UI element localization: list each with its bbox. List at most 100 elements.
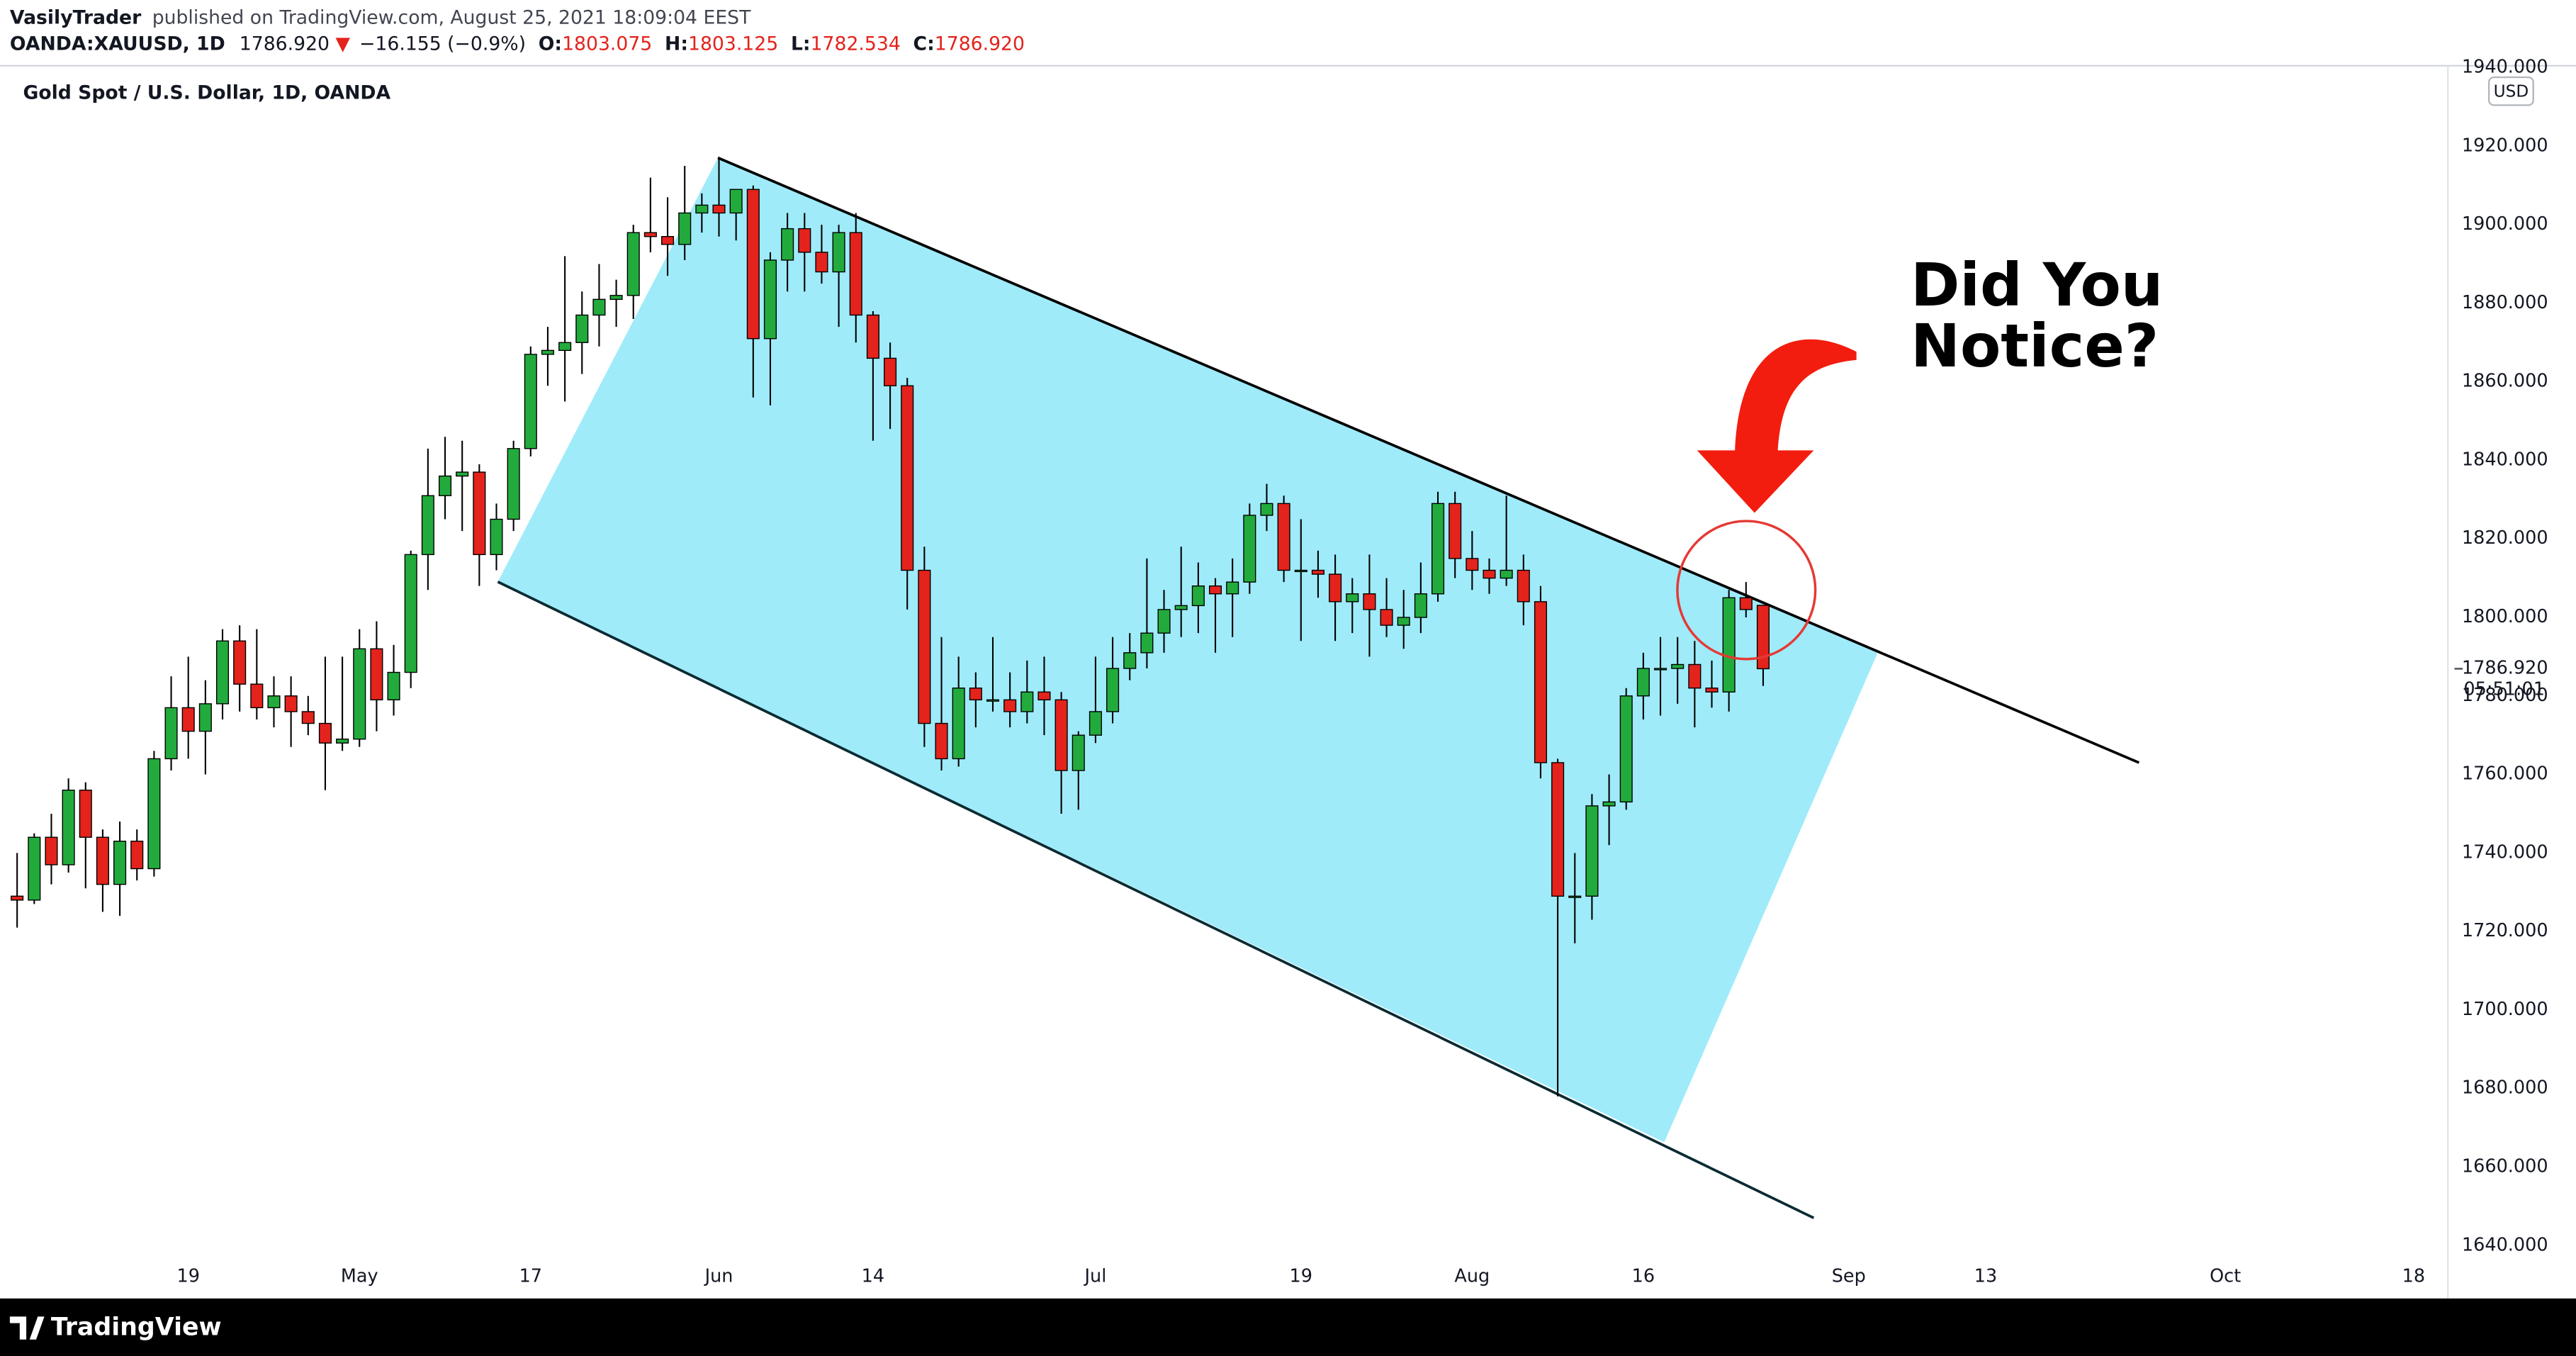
candle-body: [1191, 585, 1205, 607]
candle-body: [456, 471, 469, 477]
candle-body: [661, 236, 675, 245]
candle-body: [524, 354, 537, 449]
candle-body: [404, 554, 417, 673]
candle-body: [45, 836, 58, 865]
y-tick-label: 1640.000: [2462, 1234, 2548, 1255]
x-tick-label: 17: [519, 1266, 542, 1287]
candle-body: [1106, 668, 1120, 712]
footer-bar: [0, 1298, 2576, 1356]
candle-body: [233, 640, 247, 685]
x-tick-label: 14: [862, 1266, 884, 1287]
candle-body: [1208, 585, 1222, 595]
candle-body: [387, 671, 400, 701]
ohlc-label: O:: [539, 33, 562, 55]
candle-body: [1243, 515, 1256, 583]
channel-lower: [497, 581, 1815, 1219]
y-tick-label: 1820.000: [2462, 527, 2548, 549]
candle-body: [1568, 895, 1582, 898]
x-tick-label: 16: [1632, 1266, 1655, 1287]
candle-body: [421, 495, 434, 556]
candle-body: [1500, 569, 1513, 579]
x-tick-label: Sep: [1832, 1266, 1866, 1287]
candle-body: [1346, 593, 1359, 603]
x-tick-label: Oct: [2210, 1266, 2241, 1287]
currency: USD: [2494, 82, 2529, 101]
arrow-head: [1697, 450, 1814, 513]
candle-body: [1671, 663, 1684, 669]
candle-body: [1054, 699, 1068, 771]
ohlc-value: 1782.534: [811, 33, 901, 55]
y-tick-label: 1900.000: [2462, 213, 2548, 235]
candle-body: [130, 841, 144, 870]
candle-body: [1037, 691, 1051, 701]
candle-body: [79, 790, 92, 838]
candle-body: [1466, 558, 1479, 571]
candle-body: [815, 252, 828, 273]
candle-body: [1654, 668, 1667, 671]
candle-body: [215, 640, 230, 705]
candle-body: [1739, 597, 1753, 610]
ohlc-value: 1786.920: [935, 33, 1025, 55]
candle-body: [832, 232, 845, 273]
candle-body: [1397, 617, 1410, 626]
candle-body: [918, 569, 931, 724]
candle-body: [1414, 593, 1427, 618]
y-tick-label: 1720.000: [2462, 920, 2548, 941]
candle-body: [96, 836, 109, 885]
candle-body: [318, 722, 332, 744]
candle-body: [1688, 663, 1702, 689]
candle-body: [473, 471, 486, 556]
candle-body: [1534, 601, 1547, 763]
candle-body: [935, 722, 948, 760]
candle-body: [353, 648, 366, 740]
ohlc-label: L:: [791, 33, 811, 55]
brand: TradingView: [51, 1313, 222, 1342]
candle-body: [1585, 805, 1599, 897]
candle-body: [849, 232, 862, 316]
candle-body: [643, 232, 657, 237]
candle-body: [678, 212, 692, 245]
candle-body: [626, 232, 640, 296]
x-tick-label: 19: [176, 1266, 199, 1287]
highlight-circle: [1676, 520, 1817, 661]
candle-body: [250, 683, 264, 709]
candle-body: [952, 688, 965, 760]
candle-body: [1602, 801, 1616, 807]
author: VasilyTrader: [10, 6, 142, 28]
candle-body: [28, 836, 41, 901]
ohlc-label: H:: [665, 33, 688, 55]
candle-body: [1020, 691, 1034, 712]
y-tick-label: 1680.000: [2462, 1077, 2548, 1099]
brand-logo: [9, 1316, 45, 1340]
candle-body: [62, 790, 75, 865]
x-tick-label: 18: [2402, 1266, 2425, 1287]
candle-body: [1226, 581, 1239, 595]
x-tick-label: 19: [1290, 1266, 1312, 1287]
candle-body: [558, 342, 572, 352]
candle-body: [490, 518, 503, 556]
x-tick-label: Jul: [1084, 1266, 1107, 1287]
candle-body: [866, 314, 879, 359]
ohlc-value: 1803.125: [688, 33, 778, 55]
candle-body: [781, 228, 794, 261]
candle-body: [798, 228, 811, 253]
candle-body: [592, 298, 606, 316]
candle-body: [198, 703, 212, 732]
x-tick-label: 13: [1974, 1266, 1997, 1287]
candle-body: [1174, 605, 1188, 610]
y-tick-label: 1920.000: [2462, 135, 2548, 156]
symbol-line: OANDA:XAUUSD, 1D 1786.920 ▼ −16.155 (−0.…: [10, 33, 1025, 55]
candle-body: [267, 695, 281, 709]
candle-body: [1431, 503, 1445, 595]
candle-body: [164, 707, 178, 760]
candle-body: [712, 204, 726, 214]
down-arrow: ▼: [335, 33, 350, 55]
candle-body: [1705, 688, 1719, 693]
candle-body: [1380, 609, 1393, 626]
candle-body: [181, 707, 195, 732]
y-tick-label: 1740.000: [2462, 841, 2548, 863]
published: published on TradingView.com, August 25,…: [152, 6, 751, 28]
candle-body: [969, 688, 982, 701]
publish-line: VasilyTrader published on TradingView.co…: [10, 6, 751, 28]
candle-body: [695, 204, 709, 214]
